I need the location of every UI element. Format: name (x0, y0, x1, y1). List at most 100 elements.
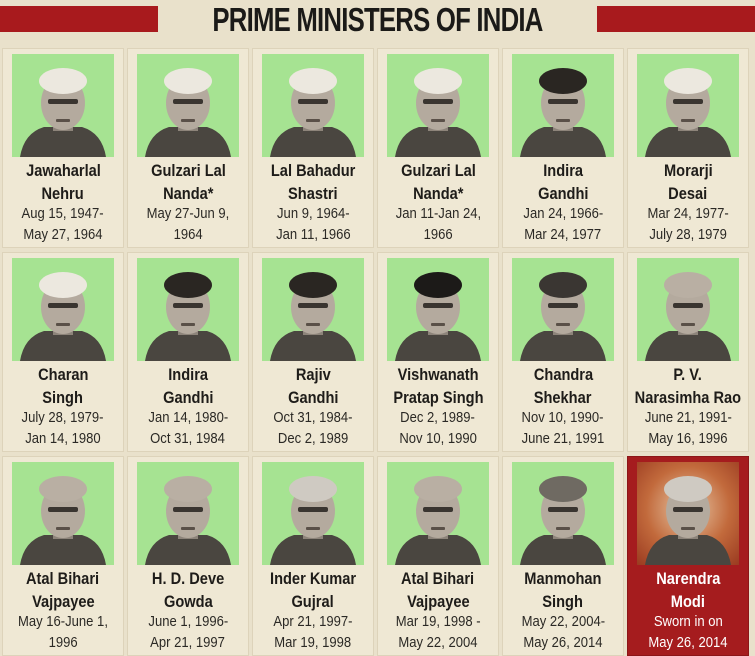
portrait-turban-glasses-icon (512, 462, 614, 565)
pm-term-line1: May 16-June 1, (18, 614, 108, 630)
pm-term-line1: Apr 21, 1997- (273, 614, 353, 630)
header: PRIME MINISTERS OF INDIA (0, 0, 755, 40)
pm-name-line1: Indira (168, 365, 208, 384)
pm-card-6: Charan Singh July 28, 1979- Jan 14, 1980 (2, 252, 124, 452)
pm-name-line1: Indira (543, 161, 583, 180)
portrait-glasses-beard-icon (262, 462, 364, 565)
pm-name-line1: Inder Kumar (269, 569, 357, 588)
pm-card-12: Atal Bihari Vajpayee May 16-June 1, 1996 (2, 456, 124, 656)
prime-ministers-grid: Jawaharlal Nehru Aug 15, 1947- May 27, 1… (2, 48, 749, 656)
header-bar-right (597, 6, 755, 32)
pm-card-17: Narendra Modi Sworn in on May 26, 2014 (627, 456, 749, 656)
portrait-cap-icon (12, 54, 114, 157)
pm-term-line2: 1964 (173, 227, 203, 243)
pm-name-line2: Vajpayee (406, 592, 470, 611)
pm-term-line1: Sworn in on (653, 614, 723, 630)
pm-term-line2: 1996 (48, 635, 78, 651)
pm-name-line2: Narasimha Rao (634, 388, 742, 407)
pm-name-line1: Chandra (533, 365, 593, 384)
portrait-hair-icon (137, 258, 239, 361)
pm-term-line1: June 1, 1996- (148, 614, 228, 630)
pm-card-7: Indira Gandhi Jan 14, 1980- Oct 31, 1984 (127, 252, 249, 452)
pm-card-4: Indira Gandhi Jan 24, 1966- Mar 24, 1977 (502, 48, 624, 248)
pm-card-5: Morarji Desai Mar 24, 1977- July 28, 197… (627, 48, 749, 248)
pm-term-line2: Oct 31, 1984 (150, 431, 226, 447)
pm-name-line2: Gandhi (162, 388, 214, 407)
pm-name-line1: H. D. Deve (151, 569, 225, 588)
portrait-hair-icon (262, 258, 364, 361)
pm-name-line2: Nanda* (412, 184, 464, 203)
pm-term-line1: May 27-Jun 9, (146, 206, 230, 222)
pm-name-line2: Gujral (291, 592, 335, 611)
pm-name-line2: Shekhar (534, 388, 592, 407)
pm-term-line2: May 26, 2014 (523, 635, 603, 651)
pm-term-line1: Aug 15, 1947- (21, 206, 104, 222)
pm-term-line1: June 21, 1991- (644, 410, 732, 426)
pm-card-3: Gulzari Lal Nanda* Jan 11-Jan 24, 1966 (377, 48, 499, 248)
pm-card-0: Jawaharlal Nehru Aug 15, 1947- May 27, 1… (2, 48, 124, 248)
pm-term-line1: Oct 31, 1984- (273, 410, 353, 426)
pm-term-line1: Jan 14, 1980- (148, 410, 228, 426)
pm-card-8: Rajiv Gandhi Oct 31, 1984- Dec 2, 1989 (252, 252, 374, 452)
portrait-cap-glasses-icon (637, 54, 739, 157)
pm-term-line1: Mar 19, 1998 - (395, 614, 481, 630)
pm-name-line1: Rajiv (295, 365, 331, 384)
pm-name-line1: Atal Bihari (26, 569, 100, 588)
pm-term-line1: Jan 24, 1966- (523, 206, 603, 222)
portrait-cap-icon (262, 54, 364, 157)
pm-name-line2: Pratap Singh (392, 388, 484, 407)
pm-card-9: Vishwanath Pratap Singh Dec 2, 1989- Nov… (377, 252, 499, 452)
pm-name-line1: Gulzari Lal (150, 161, 226, 180)
portrait-dark-cap-icon (387, 258, 489, 361)
pm-name-line2: Modi (670, 592, 706, 611)
page-title: PRIME MINISTERS OF INDIA (212, 1, 543, 38)
pm-term-line1: Jan 11-Jan 24, (395, 206, 481, 222)
portrait-cap-icon (12, 258, 114, 361)
pm-term-line2: Mar 19, 1998 (274, 635, 352, 651)
pm-card-13: H. D. Deve Gowda June 1, 1996- Apr 21, 1… (127, 456, 249, 656)
pm-card-1: Gulzari Lal Nanda* May 27-Jun 9, 1964 (127, 48, 249, 248)
portrait-bald-icon (12, 462, 114, 565)
pm-name-line2: Nehru (41, 184, 85, 203)
pm-term-line2: May 22, 2004 (398, 635, 478, 651)
pm-card-10: Chandra Shekhar Nov 10, 1990- June 21, 1… (502, 252, 624, 452)
pm-term-line2: Dec 2, 1989 (277, 431, 349, 447)
pm-name-line2: Vajpayee (31, 592, 95, 611)
pm-name-line1: Manmohan (524, 569, 602, 588)
portrait-glasses-beard-icon (637, 462, 739, 565)
pm-name-line2: Nanda* (162, 184, 214, 203)
pm-name-line2: Desai (668, 184, 708, 203)
pm-term-line1: Mar 24, 1977- (647, 206, 729, 222)
portrait-beard-icon (512, 258, 614, 361)
pm-term-line1: Dec 2, 1989- (400, 410, 476, 426)
pm-name-line2: Singh (42, 388, 84, 407)
pm-card-15: Atal Bihari Vajpayee Mar 19, 1998 - May … (377, 456, 499, 656)
portrait-bald-icon (137, 462, 239, 565)
pm-name-line1: Atal Bihari (401, 569, 475, 588)
portrait-cap-glasses-icon (137, 54, 239, 157)
pm-name-line1: Morarji (663, 161, 713, 180)
pm-name-line2: Gandhi (287, 388, 339, 407)
portrait-bald-icon (387, 462, 489, 565)
pm-term-line2: May 16, 1996 (648, 431, 728, 447)
pm-term-line1: Nov 10, 1990- (522, 410, 604, 426)
pm-card-14: Inder Kumar Gujral Apr 21, 1997- Mar 19,… (252, 456, 374, 656)
pm-name-line1: Vishwanath (397, 365, 479, 384)
pm-term-line2: May 26, 2014 (648, 635, 728, 651)
pm-card-2: Lal Bahadur Shastri Jun 9, 1964- Jan 11,… (252, 48, 374, 248)
portrait-hair-icon (512, 54, 614, 157)
pm-name-line2: Singh (542, 592, 584, 611)
pm-term-line2: Apr 21, 1997 (150, 635, 226, 651)
pm-name-line2: Shastri (288, 184, 338, 203)
pm-card-16: Manmohan Singh May 22, 2004- May 26, 201… (502, 456, 624, 656)
pm-term-line2: Jan 11, 1966 (275, 227, 351, 243)
pm-name-line1: Lal Bahadur (270, 161, 356, 180)
pm-term-line2: Jan 14, 1980 (25, 431, 101, 447)
pm-term-line2: July 28, 1979 (649, 227, 727, 243)
pm-name-line1: Gulzari Lal (400, 161, 476, 180)
pm-term-line2: Nov 10, 1990 (399, 431, 477, 447)
pm-term-line2: Mar 24, 1977 (524, 227, 602, 243)
portrait-cap-glasses-icon (387, 54, 489, 157)
pm-term-line1: July 28, 1979- (22, 410, 104, 426)
pm-name-line1: P. V. (673, 365, 703, 384)
